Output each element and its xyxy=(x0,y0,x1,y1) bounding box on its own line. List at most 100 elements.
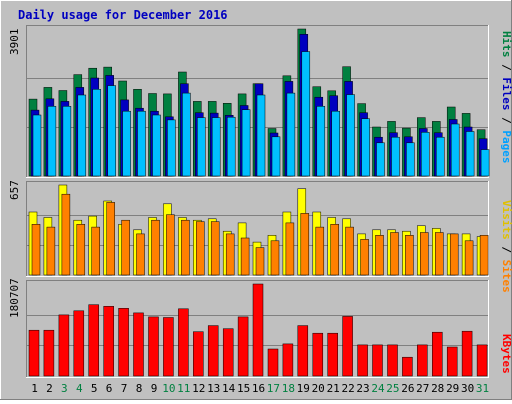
x-tick-label: 4 xyxy=(76,382,83,395)
bar-day-7 xyxy=(122,110,131,177)
bar-day-6 xyxy=(107,85,116,177)
x-tick-label: 30 xyxy=(461,382,474,395)
x-tick-label: 10 xyxy=(162,382,175,395)
legend-sep-2: / xyxy=(500,111,512,131)
bar-day-16 xyxy=(256,94,266,177)
x-tick-label: 20 xyxy=(312,382,325,395)
bar-day-5 xyxy=(88,304,99,377)
x-tick-label: 24 xyxy=(371,382,385,395)
panel3-ymax-label: 180707 xyxy=(8,278,21,318)
bar-day-7 xyxy=(121,219,130,276)
bar-day-8 xyxy=(136,233,145,276)
bar-day-3 xyxy=(61,193,71,276)
bar-day-15 xyxy=(240,237,250,276)
legend-kbytes: KBytes xyxy=(500,334,512,374)
bar-day-8 xyxy=(133,312,144,377)
x-tick-label: 28 xyxy=(431,382,444,395)
x-tick-label: 8 xyxy=(136,382,143,395)
bar-day-2 xyxy=(43,329,55,377)
panel1-ymax-label: 3901 xyxy=(8,29,21,56)
bar-day-14 xyxy=(226,116,236,177)
x-axis-tick-labels: 1 2 3 4 5 6 7 8 9 10 11 12 13 14 15 16 17 18 19 20 21 22 23 24 2… xyxy=(31,382,489,395)
bar-day-26 xyxy=(406,142,415,177)
x-tick-label: 13 xyxy=(207,382,220,395)
legend-hits-files-pages: Hits / Files / Pages xyxy=(500,31,512,164)
x-tick-label: 29 xyxy=(446,382,459,395)
bar-day-5 xyxy=(92,89,101,177)
bar-day-13 xyxy=(207,325,219,377)
bar-day-10 xyxy=(167,119,176,177)
bar-day-9 xyxy=(151,219,160,276)
bar-day-27 xyxy=(420,232,429,276)
bar-day-21 xyxy=(327,332,338,377)
bar-day-15 xyxy=(241,109,251,177)
x-tick-label: 14 xyxy=(222,382,236,395)
legend-visits-sites: Visits / Sites xyxy=(500,200,512,293)
bar-day-15 xyxy=(237,316,249,377)
bar-day-21 xyxy=(330,224,339,276)
bar-day-28 xyxy=(436,136,445,177)
chart-panels xyxy=(26,25,490,378)
bar-day-2 xyxy=(46,226,56,276)
bar-day-25 xyxy=(390,232,399,276)
bar-day-29 xyxy=(450,123,460,177)
panel-visits-sites xyxy=(26,181,489,277)
bar-day-10 xyxy=(166,214,175,276)
x-tick-label: 23 xyxy=(356,382,369,395)
bar-day-29 xyxy=(446,346,458,377)
x-tick-label: 18 xyxy=(282,382,295,395)
bar-day-1 xyxy=(28,329,40,377)
x-tick-label: 17 xyxy=(267,382,280,395)
x-tick-label: 9 xyxy=(151,382,158,395)
bar-day-29 xyxy=(449,233,459,276)
bar-day-28 xyxy=(435,232,444,276)
x-tick-label: 1 xyxy=(31,382,38,395)
bar-day-1 xyxy=(31,224,41,276)
bar-day-31 xyxy=(479,235,489,276)
bar-day-9 xyxy=(152,114,161,177)
bar-day-19 xyxy=(297,325,309,377)
x-tick-label: 16 xyxy=(252,382,265,395)
bar-day-6 xyxy=(103,306,114,377)
bar-day-13 xyxy=(211,117,221,177)
bar-day-25 xyxy=(387,344,398,377)
bar-day-19 xyxy=(301,51,311,177)
bar-day-4 xyxy=(77,94,87,177)
x-tick-label: 21 xyxy=(327,382,340,395)
bar-day-6 xyxy=(106,202,115,276)
x-tick-label: 25 xyxy=(386,382,399,395)
x-tick-label: 15 xyxy=(237,382,250,395)
bar-day-4 xyxy=(76,224,86,276)
panel-hits-files-pages-bars xyxy=(28,28,490,177)
bar-day-12 xyxy=(197,117,206,177)
bar-day-24 xyxy=(375,235,384,276)
bar-day-22 xyxy=(342,316,353,377)
legend-sep-3: / xyxy=(500,240,512,260)
bar-day-25 xyxy=(391,136,400,177)
legend-pages: Pages xyxy=(500,130,512,163)
panel-hits-files-pages xyxy=(26,25,490,178)
bar-day-30 xyxy=(461,330,473,377)
bar-day-31 xyxy=(476,344,488,377)
bar-day-2 xyxy=(47,106,57,177)
bar-day-17 xyxy=(267,348,279,377)
x-tick-label: 19 xyxy=(297,382,310,395)
chart-title: Daily usage for December 2016 xyxy=(18,8,228,22)
bar-day-18 xyxy=(282,343,294,377)
bar-day-17 xyxy=(270,240,280,276)
bar-day-10 xyxy=(163,317,174,377)
bar-day-11 xyxy=(182,92,191,177)
bar-day-3 xyxy=(62,106,72,177)
bar-day-12 xyxy=(193,331,204,377)
bar-day-20 xyxy=(315,226,325,276)
bar-day-23 xyxy=(357,344,368,377)
bar-day-16 xyxy=(255,247,265,276)
bar-day-12 xyxy=(196,221,205,276)
panel-kbytes-bars xyxy=(28,283,488,377)
x-tick-label: 6 xyxy=(106,382,113,395)
bar-day-18 xyxy=(285,222,295,276)
x-tick-label: 5 xyxy=(91,382,98,395)
x-tick-label: 3 xyxy=(61,382,68,395)
